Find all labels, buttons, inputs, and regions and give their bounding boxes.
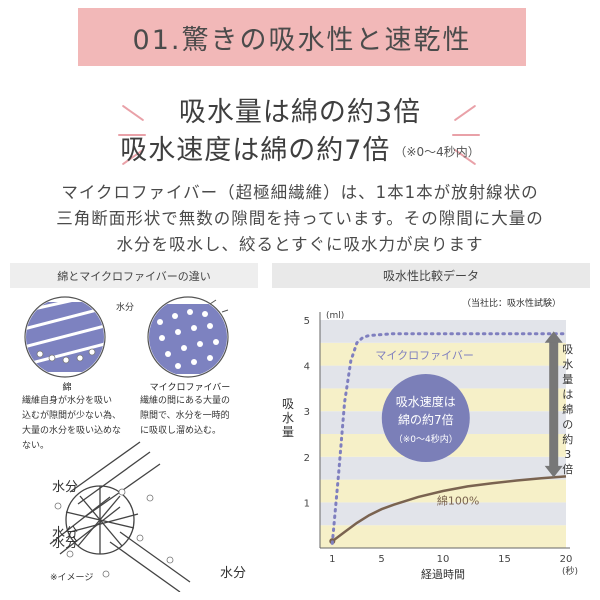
y-tick-label: 2 (304, 453, 310, 464)
speed-bubble (381, 374, 470, 463)
x-tick-label: 5 (378, 554, 384, 565)
y-axis-label: 吸 (282, 397, 294, 411)
amount-arrow-head-top (544, 331, 563, 343)
microfiber-title: マイクロファイバー (149, 383, 231, 393)
fiber-illustration (24, 296, 229, 592)
body-line-2: 三角断面形状で無数の隙間を持っています。その隙間に大量の (56, 209, 544, 228)
series-cotton-label: 綿100% (437, 494, 479, 508)
x-tick-label: 1 (329, 554, 335, 565)
water-label-top: 水分 (116, 303, 135, 313)
water-label-3: 水分 (52, 536, 79, 551)
cotton-desc-3: 大量の水分を吸い込めな (22, 426, 122, 436)
amount-arrow-label: 量 (562, 373, 573, 386)
amount-arrow-head (544, 465, 563, 478)
chart-band (320, 320, 566, 343)
chart-source: （当社比：吸水性試験） (462, 299, 562, 309)
y-axis-label: 量 (282, 425, 294, 439)
cotton-fiber-icon (24, 296, 106, 378)
section-title: 01.驚きの吸水性と速乾性 (132, 24, 472, 56)
chart-band (320, 365, 566, 389)
microfiber-desc-2: 隙間で、水分を一時的 (140, 411, 230, 421)
amount-arrow-label: 吸 (562, 343, 573, 356)
right-panel-title: 吸水性比較データ (272, 263, 590, 288)
y-tick-label: 3 (304, 407, 310, 418)
amount-arrow-label: 3 (564, 448, 571, 461)
water-label-2: 水分 (52, 526, 79, 541)
cotton-desc-1: 繊維自身が水分を吸い (22, 396, 113, 406)
amount-arrow-label: は (562, 388, 573, 401)
accent-spark (452, 134, 480, 136)
amount-arrow-label: 水 (562, 358, 573, 371)
water-label-4: 水分 (220, 566, 247, 581)
headline-note: （※0〜4秒内） (394, 145, 480, 159)
amount-arrow-label: 倍 (562, 462, 573, 476)
amount-arrow-label: 綿 (562, 402, 573, 416)
body-line-3: 水分を吸水し、絞るとすぐに吸水力が戻ります (116, 235, 484, 254)
section-header-band: 01.驚きの吸水性と速乾性 (78, 8, 526, 66)
y-tick-label: 4 (304, 362, 310, 373)
y-axis-label: 水 (282, 411, 294, 425)
accent-spark (118, 134, 146, 136)
water-label-1: 水分 (52, 480, 79, 495)
y-tick-label: 1 (304, 498, 310, 509)
amount-arrow-label: 約 (562, 432, 573, 446)
image-note: ※イメージ (50, 573, 94, 583)
left-panel-title: 綿とマイクロファイバーの違い (10, 263, 258, 288)
chart-band (320, 456, 566, 480)
absorption-chart: 1 2 3 4 5 (ml) 1 5 10 15 20 (秒) 経過時間吸水量マイクロファイバー 綿100… (270, 290, 590, 595)
y-tick-label: 5 (304, 316, 310, 327)
series-cotton-line (331, 475, 567, 543)
headline-line-1: 吸水量は綿の約3倍 (178, 97, 422, 128)
amount-arrow-label: の (562, 418, 573, 431)
body-line-1: マイクロファイバー（超極細繊維）は、1本1本が放射線状の (61, 183, 539, 202)
x-unit: (秒) (562, 565, 578, 577)
microfiber-desc-3: に吸収し溜め込む。 (140, 426, 222, 436)
series-microfiber-label: マイクロファイバー (375, 349, 474, 362)
cotton-desc-2: 込むが隙間が少ない為、 (22, 411, 122, 421)
speed-bubble-text: 綿の約7倍 (398, 412, 454, 427)
headline-line-2-text: 吸水速度は綿の約7倍 (120, 135, 391, 166)
fiber-bundle-icon (49, 441, 191, 592)
microfiber-icon (147, 296, 229, 378)
x-tick-label: 20 (560, 554, 573, 565)
chart-band (320, 342, 566, 366)
speed-bubble-text: 吸水速度は (396, 394, 456, 409)
cotton-desc-4: ない。 (22, 441, 50, 451)
cotton-title: 綿 (62, 383, 72, 393)
chart-band (320, 525, 566, 548)
x-tick-label: 15 (498, 554, 511, 565)
series-microfiber-line (330, 332, 568, 545)
x-tick-label: 10 (437, 554, 450, 565)
microfiber-desc-1: 繊維の間にある大量の (140, 396, 231, 406)
y-unit: (ml) (326, 311, 344, 321)
headline-line-2: 吸水速度は綿の約7倍 （※0〜4秒内） (0, 128, 600, 167)
x-axis-label: 経過時間 (421, 568, 465, 581)
speed-bubble-text: （※0〜4秒内） (394, 433, 458, 445)
